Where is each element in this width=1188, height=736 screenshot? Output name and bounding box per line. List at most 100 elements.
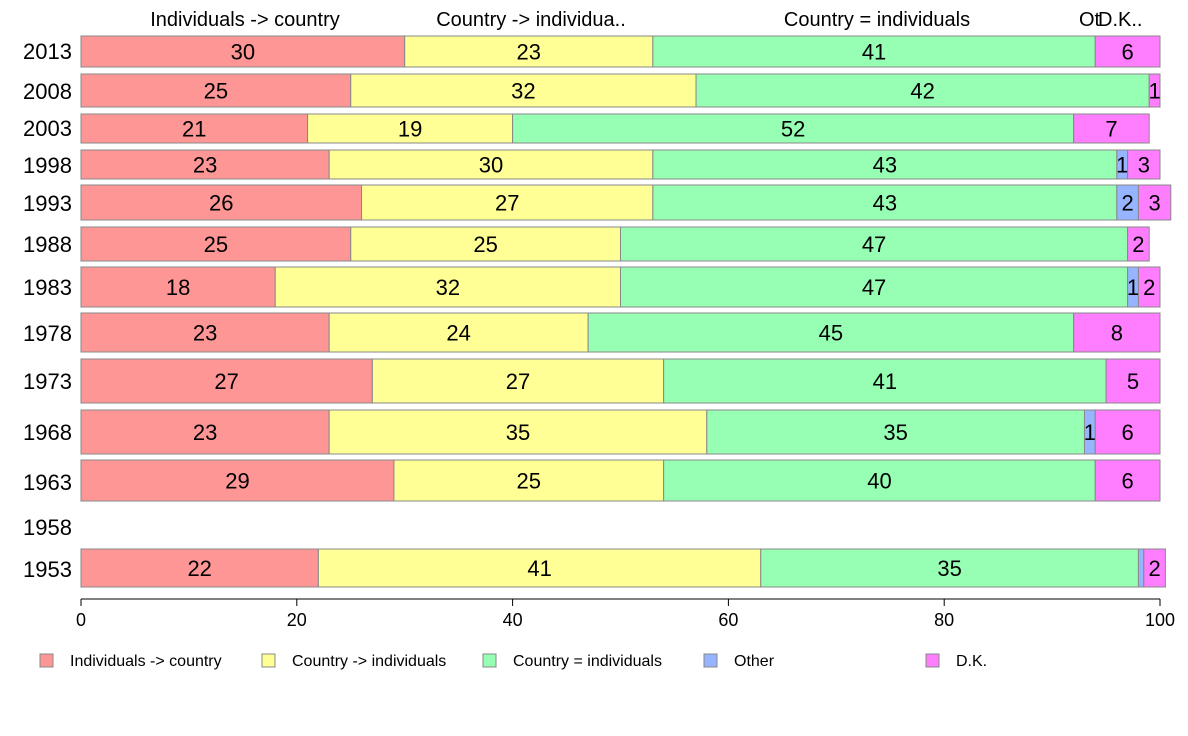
value-label: 25 [204,232,228,257]
year-label: 1968 [23,420,72,445]
bar-segment [80,459,395,502]
value-label: 25 [517,469,541,494]
value-label: 8 [1111,321,1123,346]
value-label: 19 [398,117,422,142]
header-label: Country -> individua.. [436,9,626,31]
value-label: 27 [214,369,238,394]
bar-segment [307,113,514,144]
bar-segment [1137,548,1145,588]
value-label: 26 [209,191,233,216]
value-label: 35 [506,420,530,445]
value-label: 25 [473,232,497,257]
bar-segment [393,459,665,502]
value-label: 2 [1122,191,1134,216]
value-label: 25 [204,79,228,104]
value-label: 30 [231,40,255,65]
value-label: 41 [873,369,897,394]
legend-label: Country = individuals [513,653,662,670]
bar-segment [652,149,1118,180]
value-label: 1 [1084,420,1096,445]
bar-segment [1148,73,1161,108]
bar-segment [620,266,1129,308]
header-label: Country = individuals [784,9,970,31]
bar-segment [80,226,352,262]
x-tick-label: 100 [1145,610,1175,630]
bar-segment [80,266,276,308]
bar-segment [80,358,373,404]
year-label: 1988 [23,232,72,257]
value-label: 5 [1127,369,1139,394]
value-label: 35 [883,420,907,445]
value-label: 24 [446,321,470,346]
bar-segment [80,113,309,144]
bar-segment [350,73,697,108]
value-label: 1 [1116,153,1128,178]
value-label: 41 [527,556,551,581]
year-label: 2003 [23,116,72,141]
bar-segment [760,548,1139,588]
value-label: 47 [862,232,886,257]
legend-label: Other [734,653,775,670]
value-label: 27 [506,369,530,394]
bar-segment [274,266,621,308]
value-label: 3 [1148,191,1160,216]
bar-segment [587,312,1075,353]
value-label: 35 [937,556,961,581]
value-label: 18 [166,275,190,300]
header-label: Individuals -> country [150,9,340,31]
value-label: 30 [479,153,503,178]
value-label: 47 [862,275,886,300]
year-label: 2008 [23,79,72,104]
value-label: 2 [1132,232,1144,257]
bar-segment [1094,35,1161,68]
value-label: 1 [1148,79,1160,104]
bar-segment [328,312,589,353]
year-label: 2013 [23,39,72,64]
bar-segment [1137,184,1172,221]
year-label: 1983 [23,275,72,300]
legend-swatch [703,653,718,668]
value-label: 29 [225,469,249,494]
year-label: 1998 [23,153,72,178]
value-label: 32 [436,275,460,300]
year-label: 1973 [23,369,72,394]
bar-segment [1137,266,1161,308]
header-label: D.K.. [1098,9,1142,31]
bar-segment [695,73,1150,108]
value-label: 43 [873,153,897,178]
value-label: 6 [1122,469,1134,494]
bar-segment [1127,149,1161,180]
value-label: 23 [193,321,217,346]
bar-segment [1105,358,1161,404]
year-label: 1963 [23,470,72,495]
bar-segment [80,149,330,180]
bar-segment [404,35,654,68]
value-label: 52 [781,117,805,142]
bar-segment [328,409,708,455]
value-label: 2 [1143,275,1155,300]
bar-segment [80,548,319,588]
value-label: 40 [867,469,891,494]
value-label: 6 [1122,40,1134,65]
x-tick-label: 80 [934,610,954,630]
legend-label: Individuals -> country [70,653,222,670]
value-label: 3 [1138,153,1150,178]
bar-segment [80,312,330,353]
bar-segment [350,226,621,262]
bar-segment [652,184,1118,221]
bar-segment [317,548,762,588]
x-tick-label: 40 [503,610,523,630]
bar-segment [1094,459,1161,502]
value-label: 32 [511,79,535,104]
value-label: 2 [1148,556,1160,581]
value-label: 21 [182,117,206,142]
x-tick-label: 60 [718,610,738,630]
x-tick-label: 20 [287,610,307,630]
legend-label: D.K. [956,653,987,670]
bar-segment [1094,409,1161,455]
bar-segment [328,149,654,180]
bar-segment [80,184,363,221]
value-label: 23 [517,40,541,65]
value-label: 1 [1127,275,1139,300]
